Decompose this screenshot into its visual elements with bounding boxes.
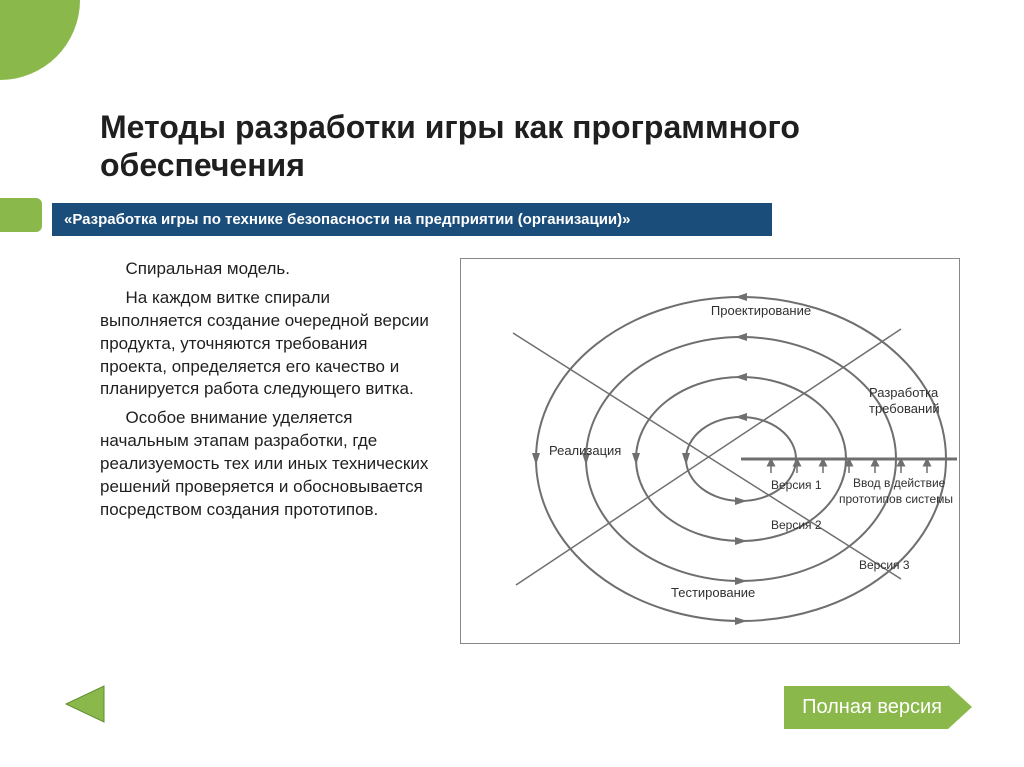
svg-text:Версия 2: Версия 2 <box>771 518 822 532</box>
svg-text:Версия 3: Версия 3 <box>859 558 910 572</box>
slide-title: Методы разработки игры как программного … <box>100 108 960 185</box>
arrow-right-icon <box>948 685 972 729</box>
triangle-left-icon <box>62 684 106 724</box>
spiral-diagram: Проектирование Реализация Разработкатребов… <box>460 258 960 644</box>
text-column: Спиральная модель. На каждом витке спира… <box>100 258 436 644</box>
left-accent-stub <box>0 198 42 232</box>
svg-text:Реализация: Реализация <box>549 443 621 458</box>
slide-content: Методы разработки игры как программного … <box>100 108 960 644</box>
para-2: На каждом витке спирали выполняется созд… <box>100 287 436 402</box>
svg-text:Разработка: Разработка <box>869 385 939 400</box>
nav-next-button[interactable]: Полная версия <box>784 685 972 729</box>
svg-text:Проектирование: Проектирование <box>711 303 811 318</box>
subtitle-bar: «Разработка игры по технике безопасности… <box>52 203 772 236</box>
spiral-svg: Проектирование Реализация Разработкатребов… <box>461 259 961 645</box>
svg-text:требований: требований <box>869 401 940 416</box>
nav-next-label: Полная версия <box>784 686 948 729</box>
svg-text:Тестирование: Тестирование <box>671 585 755 600</box>
para-3: Особое внимание уделяется начальным этап… <box>100 407 436 522</box>
corner-accent-circle <box>0 0 80 80</box>
svg-text:Ввод в действие: Ввод в действие <box>853 476 946 490</box>
para-1: Спиральная модель. <box>100 258 436 281</box>
svg-text:прототипов системы: прототипов системы <box>839 492 953 506</box>
nav-back-button[interactable] <box>62 684 106 729</box>
columns: Спиральная модель. На каждом витке спира… <box>100 258 960 644</box>
svg-text:Версия 1: Версия 1 <box>771 478 822 492</box>
